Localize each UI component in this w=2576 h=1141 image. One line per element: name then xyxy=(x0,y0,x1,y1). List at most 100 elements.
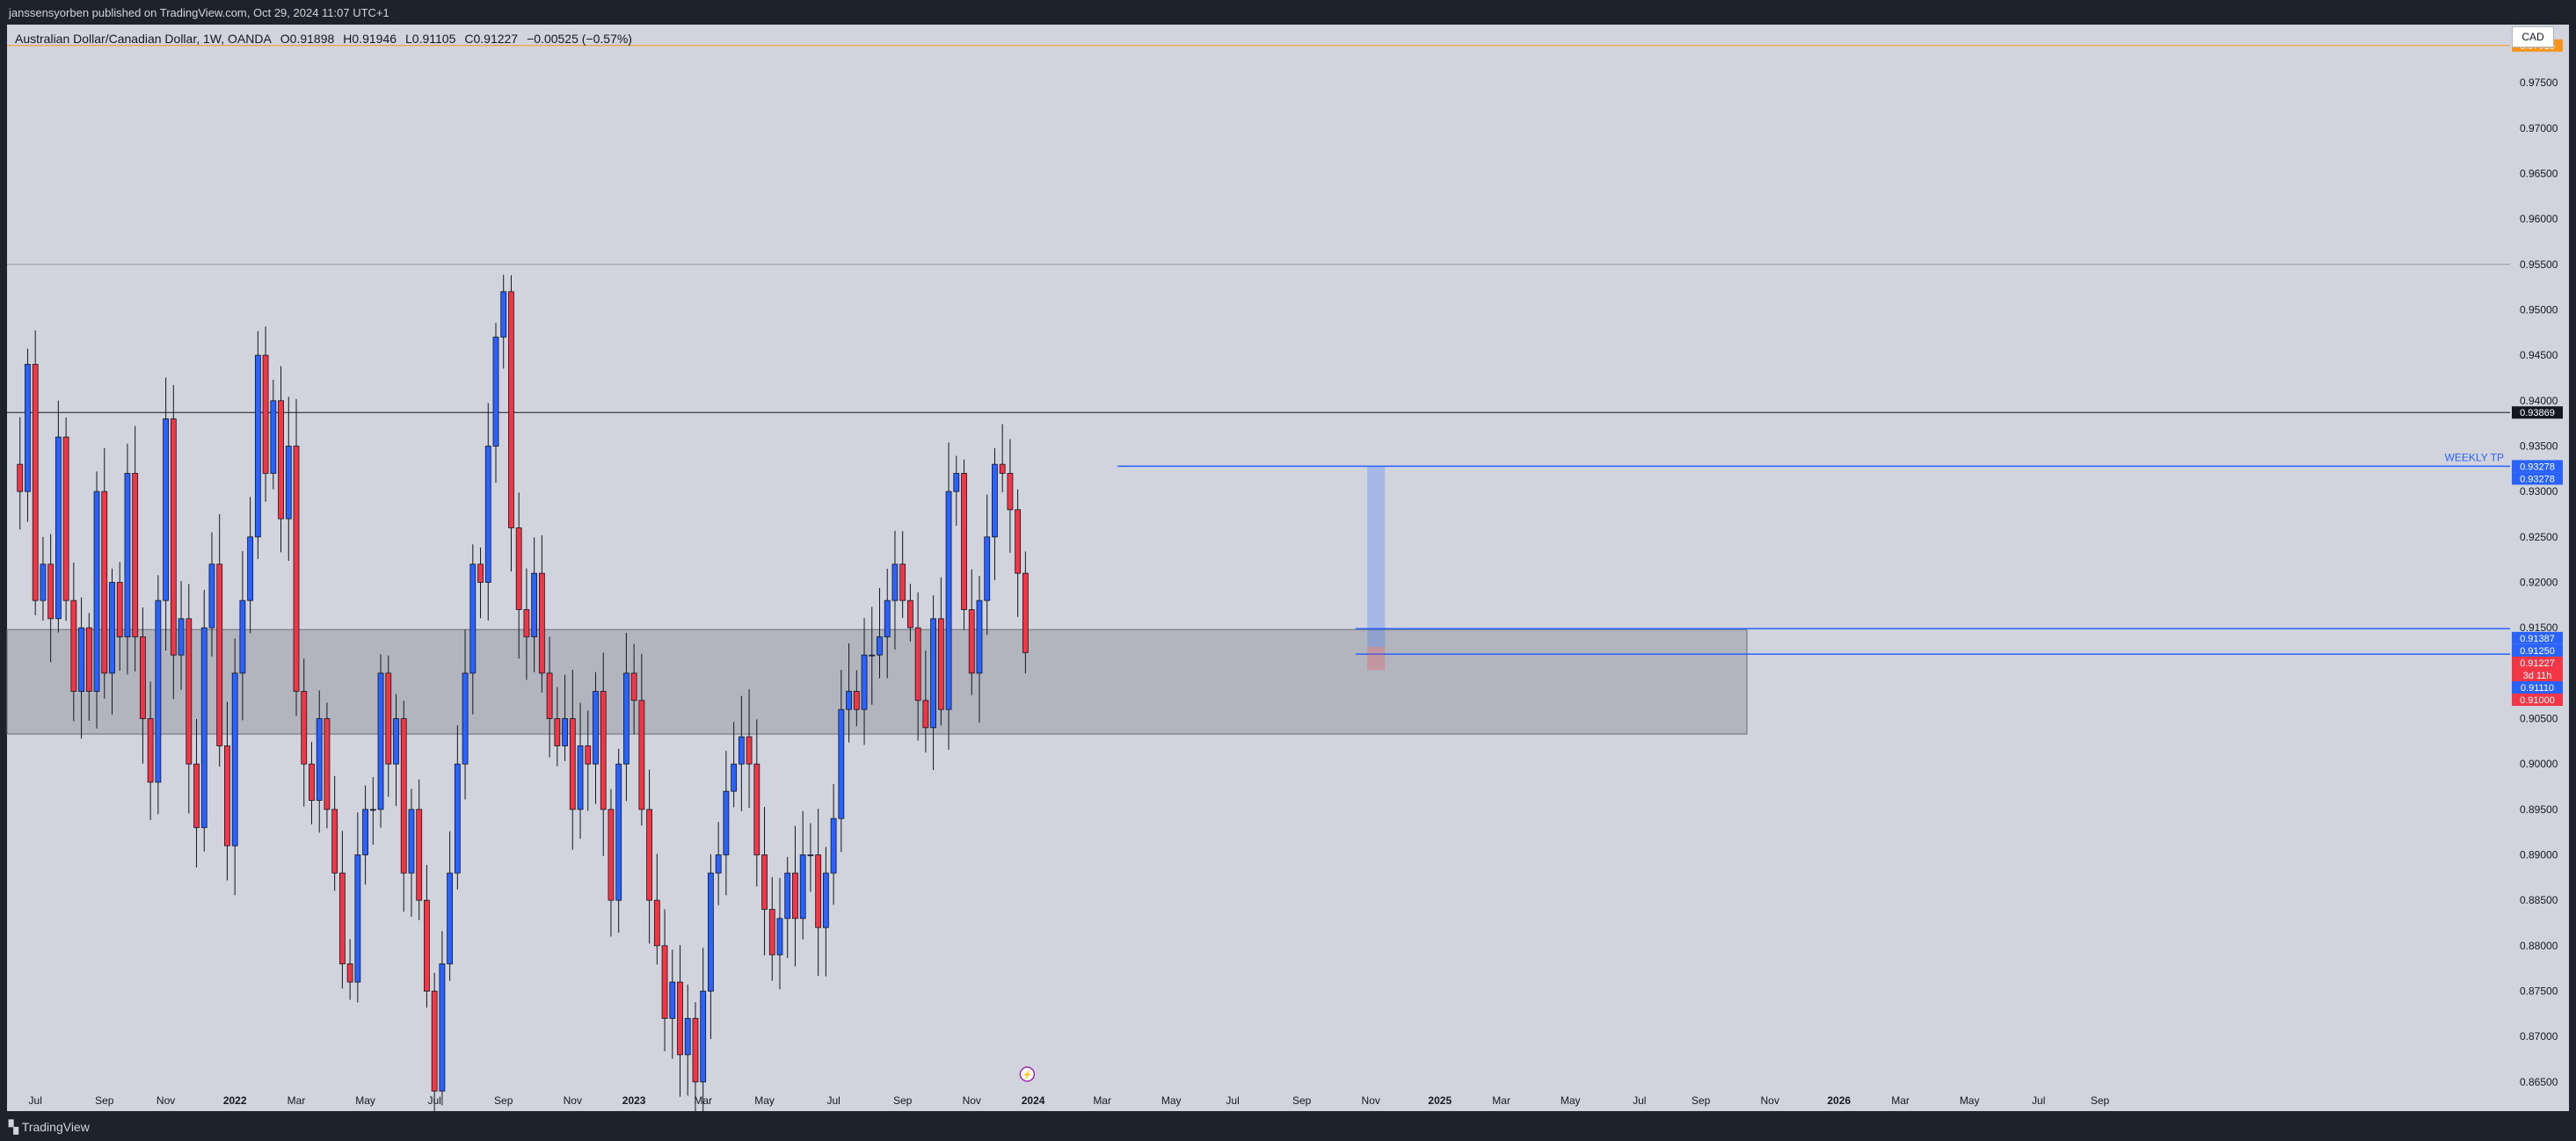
candle[interactable] xyxy=(216,563,223,746)
candle[interactable] xyxy=(93,491,100,692)
candle[interactable] xyxy=(424,899,430,992)
candle[interactable] xyxy=(155,600,162,783)
candle[interactable] xyxy=(70,600,77,692)
price-badge[interactable] xyxy=(2512,472,2563,485)
candle[interactable] xyxy=(546,672,553,719)
candle[interactable] xyxy=(961,473,967,610)
candle[interactable] xyxy=(715,854,722,874)
candle[interactable] xyxy=(531,572,538,637)
candle[interactable] xyxy=(362,809,368,855)
candle[interactable] xyxy=(400,718,407,874)
candle[interactable] xyxy=(877,636,883,656)
candle[interactable] xyxy=(377,672,384,810)
candle[interactable] xyxy=(646,809,652,901)
candle[interactable] xyxy=(984,536,991,601)
candle[interactable] xyxy=(116,582,123,637)
candle[interactable] xyxy=(200,627,207,828)
candle[interactable] xyxy=(846,691,852,710)
candle[interactable] xyxy=(945,491,952,710)
candle[interactable] xyxy=(193,763,200,828)
candle[interactable] xyxy=(999,463,1006,474)
candle[interactable] xyxy=(508,291,514,528)
candle[interactable] xyxy=(608,809,615,901)
candle[interactable] xyxy=(254,354,261,538)
candle[interactable] xyxy=(354,854,361,983)
candle[interactable] xyxy=(208,563,215,629)
candle[interactable] xyxy=(968,609,975,674)
candle[interactable] xyxy=(922,700,929,729)
candle[interactable] xyxy=(723,790,730,855)
candle[interactable] xyxy=(891,563,899,601)
price-badge[interactable] xyxy=(2512,631,2563,644)
lightning-icon[interactable] xyxy=(1019,1066,1036,1082)
candle[interactable] xyxy=(408,809,415,874)
candle[interactable] xyxy=(815,854,822,928)
candle[interactable] xyxy=(477,563,484,583)
tradingview-logo[interactable]: ▚ TradingView xyxy=(9,1120,90,1135)
candle[interactable] xyxy=(884,600,891,637)
candle[interactable] xyxy=(1015,509,1022,574)
candle[interactable] xyxy=(677,981,683,1056)
candle[interactable] xyxy=(861,654,868,710)
candle[interactable] xyxy=(462,672,469,765)
candle[interactable] xyxy=(515,527,522,610)
position-stop-box[interactable] xyxy=(1367,646,1386,671)
candle[interactable] xyxy=(930,618,936,729)
price-badge[interactable] xyxy=(2512,693,2563,706)
candle[interactable] xyxy=(569,718,576,810)
candle[interactable] xyxy=(869,654,876,657)
candle[interactable] xyxy=(278,400,284,520)
candle[interactable] xyxy=(178,618,185,656)
price-badge[interactable] xyxy=(2512,668,2563,681)
candle[interactable] xyxy=(55,436,62,620)
candle[interactable] xyxy=(170,418,177,656)
candle[interactable] xyxy=(953,473,960,492)
candle[interactable] xyxy=(85,627,92,692)
candle[interactable] xyxy=(992,463,998,538)
candle[interactable] xyxy=(492,337,499,447)
candle[interactable] xyxy=(776,918,783,956)
line-price-badge[interactable] xyxy=(2512,406,2563,419)
candle[interactable] xyxy=(500,291,507,338)
candle[interactable] xyxy=(231,672,238,847)
candle[interactable] xyxy=(907,600,913,629)
candle[interactable] xyxy=(301,691,308,765)
candle[interactable] xyxy=(239,600,246,674)
candle[interactable] xyxy=(62,436,69,601)
candle[interactable] xyxy=(653,899,660,947)
candle[interactable] xyxy=(47,563,55,620)
candle[interactable] xyxy=(899,563,906,601)
price-badge[interactable] xyxy=(2512,643,2563,657)
price-badge[interactable] xyxy=(2512,680,2563,694)
candle[interactable] xyxy=(738,736,745,765)
candle[interactable] xyxy=(447,872,454,964)
candle[interactable] xyxy=(324,718,331,810)
candle[interactable] xyxy=(577,745,584,810)
candle[interactable] xyxy=(669,981,676,1019)
candle[interactable] xyxy=(439,963,446,1092)
candle[interactable] xyxy=(799,854,806,919)
candle[interactable] xyxy=(700,991,707,1083)
candle[interactable] xyxy=(484,446,491,583)
candle[interactable] xyxy=(32,364,39,601)
candle[interactable] xyxy=(792,872,798,919)
candle[interactable] xyxy=(661,945,668,1019)
candle[interactable] xyxy=(768,909,775,956)
candle[interactable] xyxy=(124,473,131,637)
candle[interactable] xyxy=(638,700,645,810)
candle[interactable] xyxy=(830,818,837,874)
candle[interactable] xyxy=(385,672,392,765)
candle[interactable] xyxy=(78,627,84,692)
candle[interactable] xyxy=(731,763,738,792)
candle[interactable] xyxy=(585,745,592,765)
candle[interactable] xyxy=(338,872,346,964)
candle[interactable] xyxy=(914,627,921,701)
candle[interactable] xyxy=(101,491,108,674)
candle[interactable] xyxy=(538,572,545,674)
price-badge[interactable] xyxy=(2512,656,2563,669)
candle[interactable] xyxy=(807,854,814,856)
candle[interactable] xyxy=(684,1018,691,1056)
candle[interactable] xyxy=(431,991,438,1092)
candle[interactable] xyxy=(147,718,154,783)
candle[interactable] xyxy=(346,963,353,983)
